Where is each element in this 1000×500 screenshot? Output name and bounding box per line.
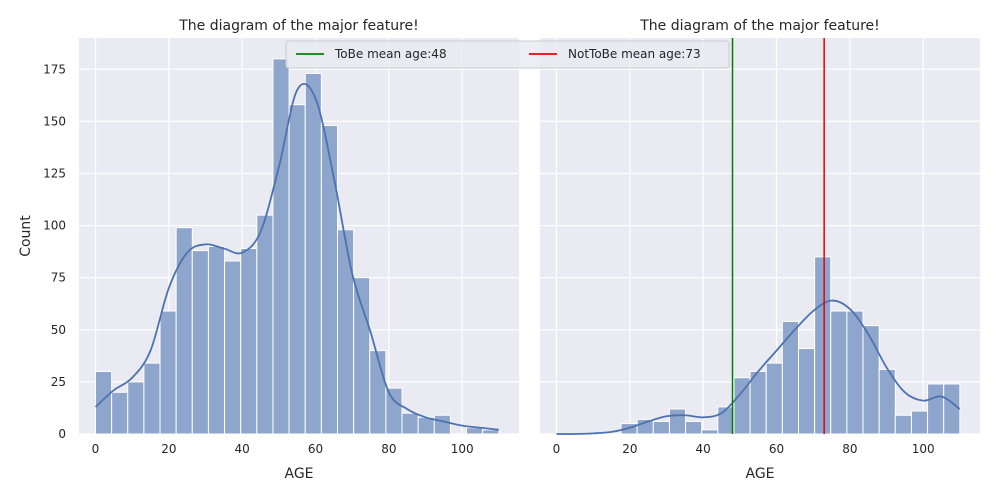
histogram-bar <box>685 420 703 435</box>
histogram-bar <box>846 310 864 435</box>
histogram-bar <box>466 427 484 435</box>
x-tick-label: 40 <box>696 442 711 456</box>
histogram-bar <box>111 391 129 435</box>
subplot-title: The diagram of the major feature! <box>639 18 880 34</box>
y-tick-label: 125 <box>43 166 66 180</box>
legend-box <box>285 40 730 69</box>
histogram-bar <box>433 414 451 435</box>
histogram-bar <box>943 383 961 435</box>
histogram-bar <box>224 260 242 435</box>
legend: ToBe mean age:48 NotToBe mean age:73 <box>285 40 730 69</box>
y-tick-label: 75 <box>51 271 66 285</box>
histogram-bar <box>240 248 258 435</box>
x-tick-label: 0 <box>553 442 561 456</box>
histogram-bar <box>701 429 719 435</box>
y-tick-label: 175 <box>43 62 66 76</box>
histogram-bar <box>652 420 670 435</box>
histogram-bar <box>717 406 735 435</box>
histogram-bar <box>353 277 371 435</box>
x-tick-label: 80 <box>381 442 396 456</box>
histogram-bar <box>304 72 322 435</box>
x-tick-label: 0 <box>92 442 100 456</box>
histogram-bar <box>272 58 290 435</box>
histogram-bar <box>127 381 145 435</box>
x-tick-label: 100 <box>912 442 935 456</box>
x-tick-label: 60 <box>308 442 323 456</box>
histogram-bar <box>878 368 896 435</box>
kde-line <box>556 299 961 435</box>
histogram-bar <box>401 412 419 435</box>
y-tick-label: 0 <box>58 427 66 441</box>
x-tick-label: 100 <box>451 442 474 456</box>
y-tick-label: 150 <box>43 114 66 128</box>
subplot-title: The diagram of the major feature! <box>178 18 419 34</box>
x-tick-label: 20 <box>161 442 176 456</box>
histogram-bar <box>320 125 339 435</box>
histogram-bar <box>385 387 403 435</box>
legend-label-tobe: ToBe mean age:48 <box>334 47 447 61</box>
histogram-bar <box>798 348 816 435</box>
x-axis-label: AGE <box>745 466 774 482</box>
x-tick-label: 20 <box>622 442 637 456</box>
histogram-bar <box>256 214 274 435</box>
histogram-bar <box>143 362 161 435</box>
histogram-bar <box>781 320 799 435</box>
x-tick-label: 80 <box>842 442 857 456</box>
histogram-bar <box>207 245 226 435</box>
subplot-1: 0 20 40 60 80 100 0 25 50 75 100 125 150 175 The diagr… <box>18 18 519 482</box>
histogram-bar <box>927 383 945 435</box>
y-tick-label: 100 <box>43 219 66 233</box>
x-axis-label: AGE <box>284 466 313 482</box>
x-tick-label: 40 <box>235 442 250 456</box>
histogram-bar <box>830 310 848 435</box>
histogram-bar <box>749 370 767 435</box>
x-tick-label: 60 <box>769 442 784 456</box>
legend-label-nottobe: NotToBe mean age:73 <box>568 47 701 61</box>
y-axis-label: Count <box>18 215 34 257</box>
histogram-bar <box>894 414 912 435</box>
histogram-bar <box>159 310 177 435</box>
histogram-bar <box>369 350 387 435</box>
histogram-bar <box>337 229 355 435</box>
histogram-bar <box>482 429 500 435</box>
histogram-bar <box>668 408 687 435</box>
histogram-bar <box>175 227 193 435</box>
histogram-bar <box>288 104 306 435</box>
histogram-bar <box>95 370 113 435</box>
histogram-bar <box>191 250 209 435</box>
histogram-bar <box>765 362 783 435</box>
y-tick-label: 50 <box>51 323 66 337</box>
kde-line <box>94 82 499 431</box>
histogram-bar <box>814 256 832 435</box>
histogram-bar <box>910 410 929 435</box>
y-tick-label: 25 <box>51 375 66 389</box>
histogram-bar <box>862 325 880 435</box>
subplot-2: 0 20 40 60 80 100 The diagram of the major fea… <box>540 18 980 482</box>
